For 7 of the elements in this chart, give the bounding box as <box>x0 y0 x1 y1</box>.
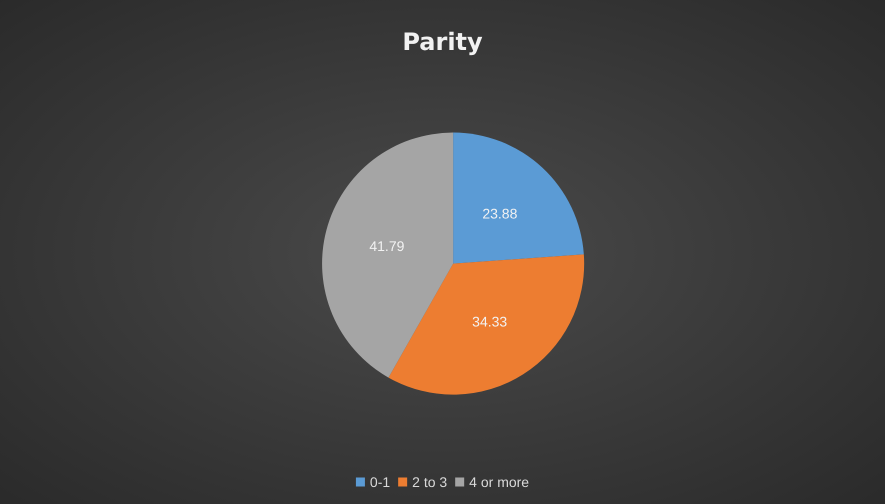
legend-label: 2 to 3 <box>412 474 448 490</box>
data-label: 23.88 <box>482 205 518 222</box>
legend-label: 0-1 <box>370 474 390 490</box>
data-label: 41.79 <box>369 238 405 254</box>
chart-title: Parity <box>402 28 484 56</box>
legend-label: 4 or more <box>469 474 530 490</box>
data-label: 34.33 <box>472 314 508 330</box>
